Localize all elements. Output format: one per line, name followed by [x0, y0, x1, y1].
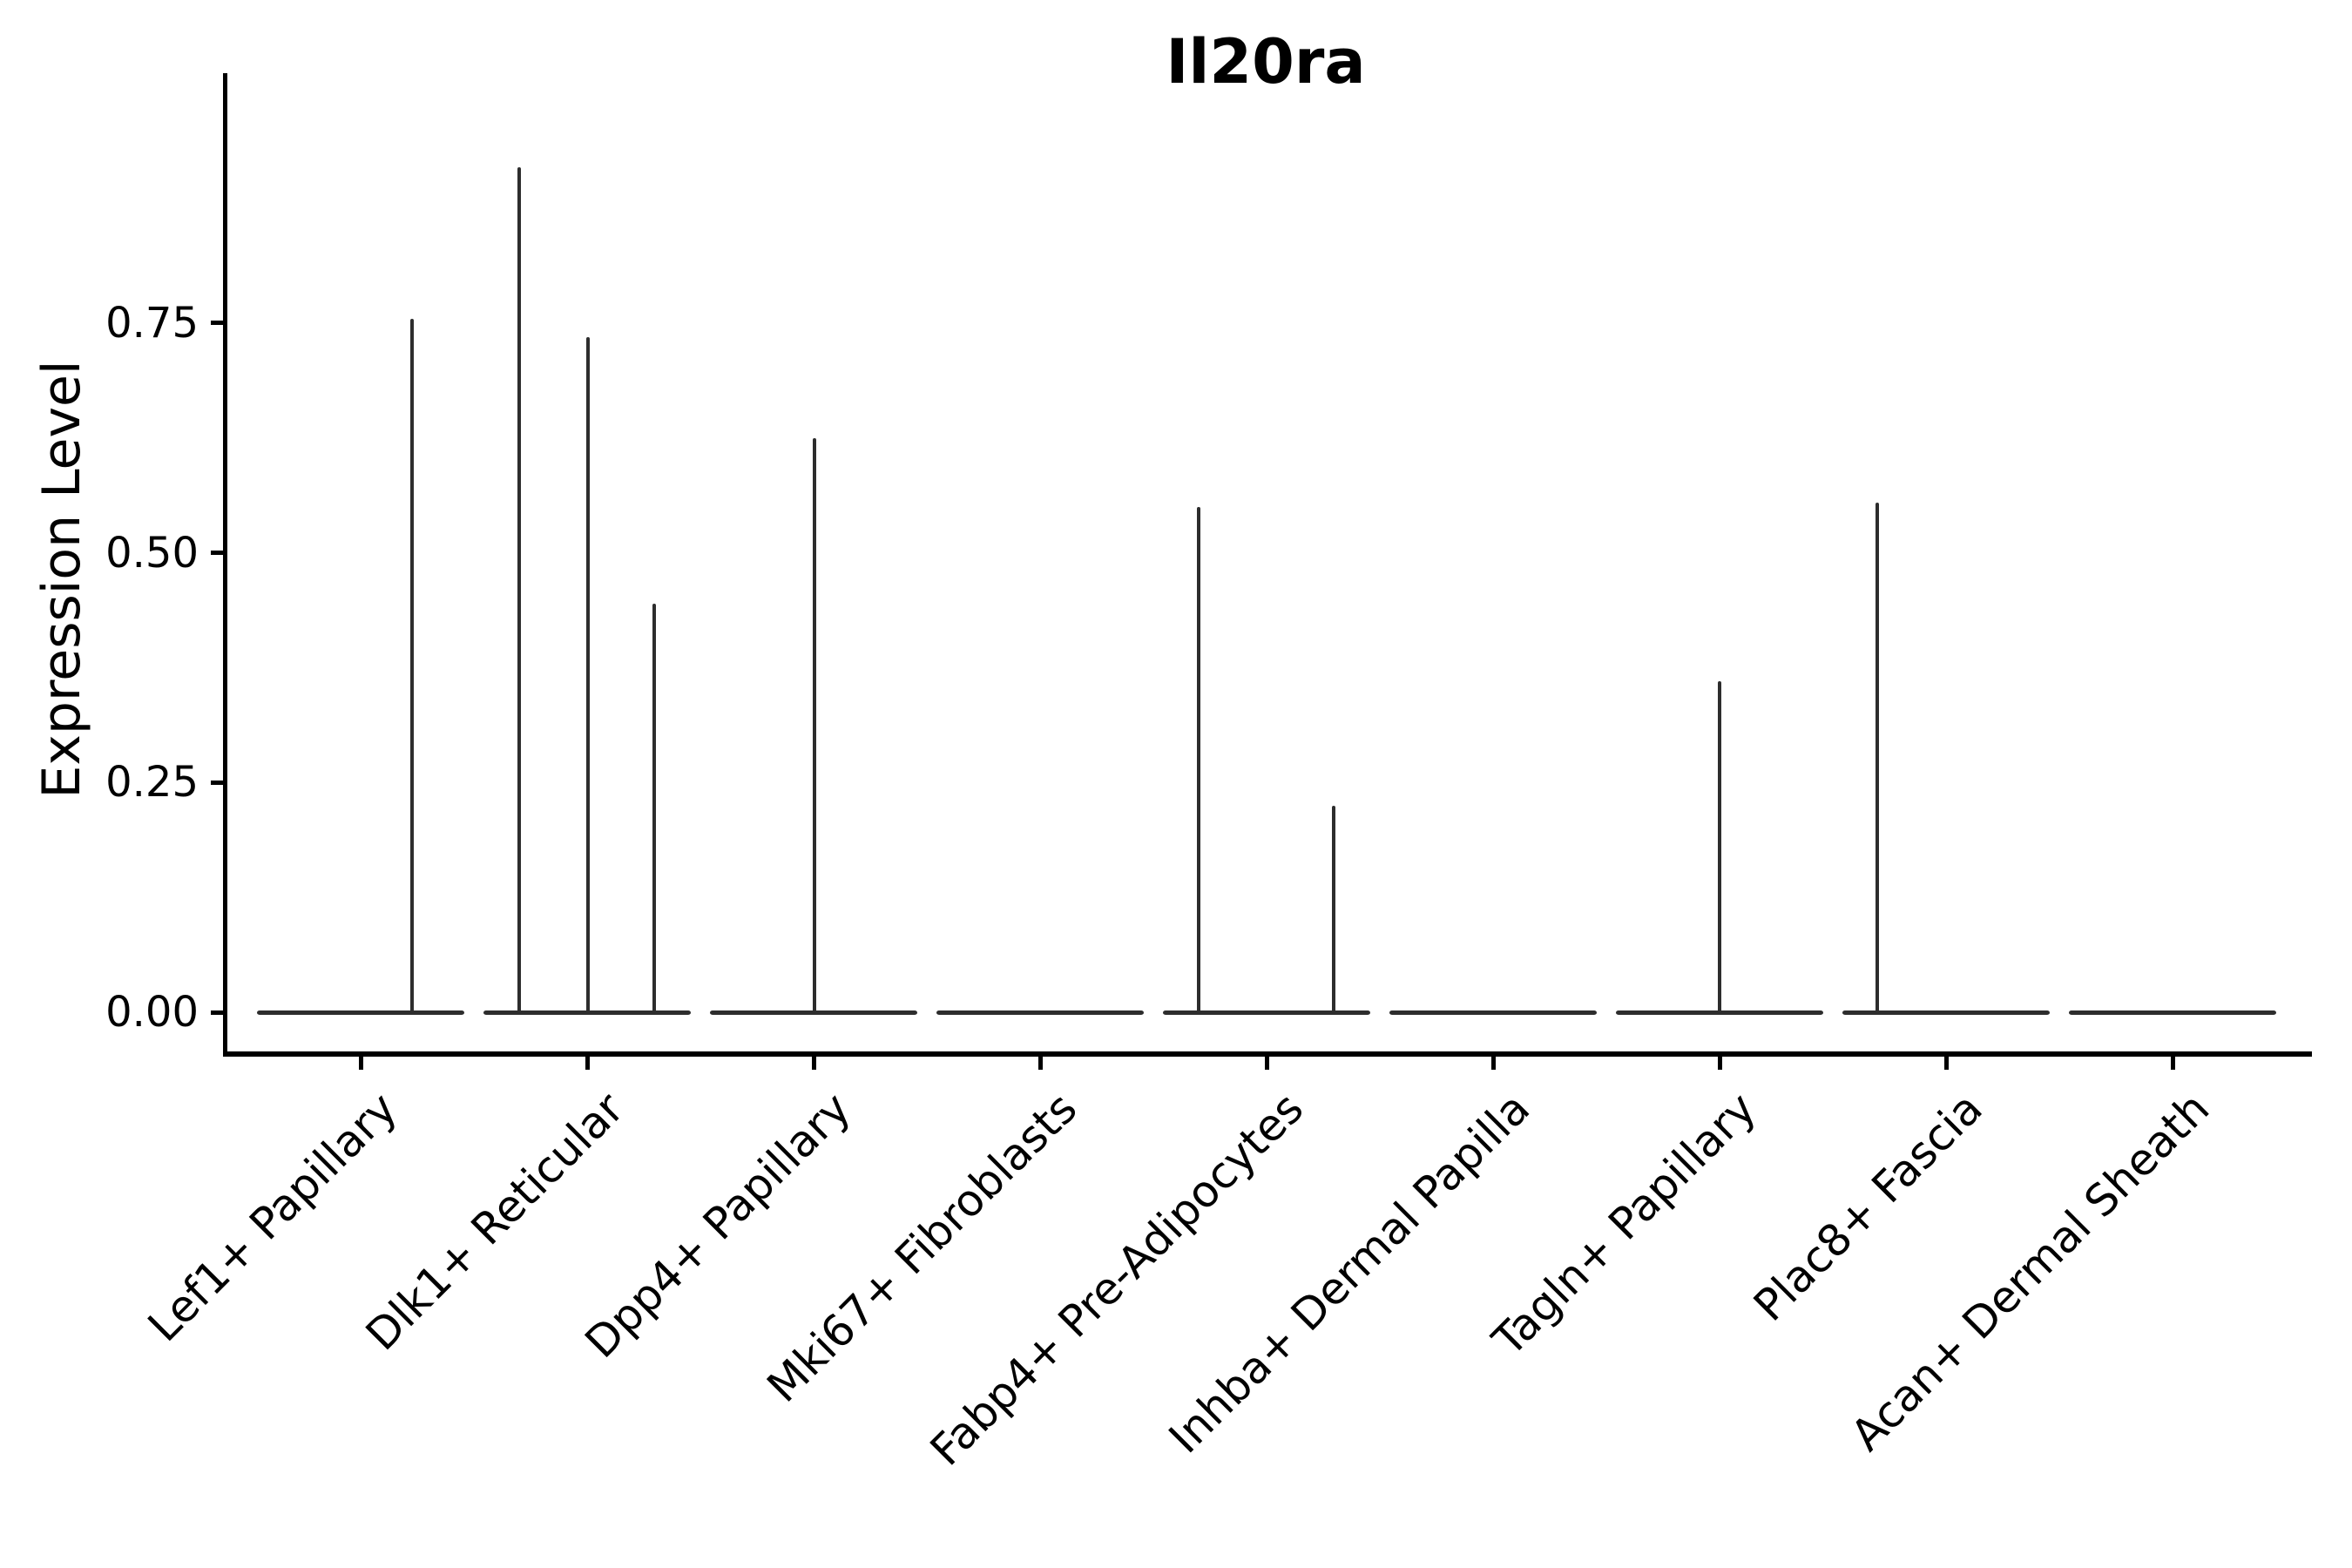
chart-title: Il20ra: [1166, 26, 1366, 98]
violin-baseline: [257, 1010, 464, 1015]
y-tick-label: 0.25: [105, 758, 199, 808]
x-tick-mark: [1717, 1057, 1722, 1070]
violin-baseline: [1389, 1010, 1597, 1015]
violin-spike: [410, 318, 414, 1014]
violin-spike: [517, 166, 521, 1014]
x-tick-label: Fabp4+ Pre-Adipocytes: [920, 1083, 1314, 1476]
violin-baseline: [1163, 1010, 1370, 1015]
violin-spike: [1332, 805, 1335, 1014]
x-axis-spine: [223, 1051, 2312, 1057]
x-tick-mark: [1037, 1057, 1043, 1070]
violin-baseline: [1842, 1010, 2050, 1015]
y-tick-label: 0.75: [105, 298, 199, 348]
violin-spike: [1197, 506, 1200, 1014]
violin-spike: [586, 336, 590, 1014]
y-tick-mark: [211, 551, 223, 556]
violin-baseline: [2069, 1010, 2276, 1015]
y-tick-mark: [211, 780, 223, 785]
x-tick-mark: [585, 1057, 590, 1070]
x-tick-label: Lef1+ Papillary: [139, 1083, 408, 1352]
x-tick-mark: [1943, 1057, 1949, 1070]
y-tick-mark: [211, 321, 223, 326]
violin-spike: [813, 437, 816, 1014]
y-tick-label: 0.00: [105, 988, 199, 1037]
violin-baseline: [936, 1010, 1144, 1015]
x-tick-mark: [811, 1057, 816, 1070]
y-axis-spine: [223, 73, 227, 1057]
violin-spike: [652, 603, 656, 1014]
y-tick-mark: [211, 1010, 223, 1015]
x-tick-mark: [1264, 1057, 1269, 1070]
x-tick-label: Plac8+ Fascia: [1744, 1083, 1993, 1331]
x-tick-mark: [2170, 1057, 2175, 1070]
x-tick-mark: [1490, 1057, 1496, 1070]
y-tick-label: 0.50: [105, 528, 199, 578]
x-tick-mark: [358, 1057, 363, 1070]
violin-spike: [1876, 502, 1879, 1014]
violin-spike: [1718, 681, 1721, 1014]
